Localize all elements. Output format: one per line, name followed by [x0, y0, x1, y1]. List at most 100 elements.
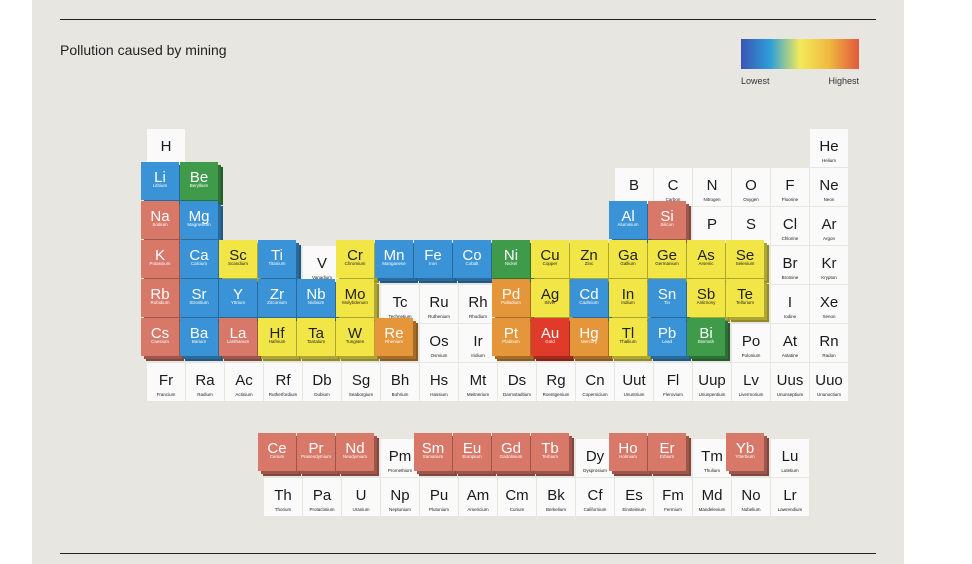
element-name: Oxygen: [743, 197, 759, 202]
element-name: Berkelium: [545, 507, 566, 512]
element-name: Ununseptium: [776, 392, 804, 397]
element-cell-sg: Sg Seaborgium: [342, 363, 380, 401]
element-cell-no: No Nobelium: [732, 478, 770, 516]
element-name: Tin: [663, 300, 671, 305]
element-symbol: Pm: [388, 448, 412, 465]
element-cell-ce: Ce Cerium: [258, 433, 296, 471]
element-cell-ta: Ta Tantalum: [297, 318, 335, 356]
element-name: Curium: [509, 507, 525, 512]
element-name: Ytterbium: [735, 454, 755, 459]
element-cell-sr: Sr Strontium: [180, 279, 218, 317]
element-cell-bh: Bh Bohrium: [381, 363, 419, 401]
element-cell-hs: Hs Hassium: [420, 363, 458, 401]
element-name: Lawrendium: [777, 507, 803, 512]
element-symbol: Ir: [473, 333, 483, 350]
element-cell-uuo: Uuo Ununoctium: [810, 363, 848, 401]
element-name: Lanthanum: [226, 339, 250, 344]
element-symbol: Np: [390, 487, 410, 504]
element-cell-zr: Zr Zirconium: [258, 279, 296, 317]
element-symbol: Fl: [666, 372, 680, 389]
element-name: Erbium: [659, 454, 675, 459]
element-name: Bohrium: [391, 392, 409, 397]
element-cell-am: Am Americium: [459, 478, 497, 516]
top-rule: [60, 19, 876, 20]
element-cell-th: Th Thorium: [264, 478, 302, 516]
element-cell-ra: Ra Radium: [186, 363, 224, 401]
element-cell-xe: Xe Xenon: [810, 285, 848, 323]
element-symbol: Lu: [781, 448, 799, 465]
element-name: Iodine: [783, 314, 797, 319]
element-name: Zirconium: [267, 300, 287, 305]
element-name: Thulium: [703, 468, 720, 473]
element-cell-ca: Ca Calcium: [180, 240, 218, 278]
element-symbol: Pa: [312, 487, 332, 504]
element-name: Titanium: [268, 261, 286, 266]
element-cell-re: Re Rhenium: [375, 318, 413, 356]
element-cell-cu: Cu Copper: [531, 240, 569, 278]
element-cell-v: V Vanadium: [303, 246, 341, 284]
element-name: Tellurium: [735, 300, 754, 305]
element-symbol: S: [745, 216, 756, 233]
element-name: Californium: [583, 507, 607, 512]
element-cell-mn: Mn Manganese: [375, 240, 413, 278]
element-cell-hg: Hg Mercury: [570, 318, 608, 356]
element-name: Uranium: [352, 507, 370, 512]
element-symbol: Rh: [468, 294, 488, 311]
element-symbol: At: [782, 333, 798, 350]
element-name: Rhodium: [468, 314, 487, 319]
element-symbol: Kr: [821, 255, 837, 272]
element-name: Caesium: [151, 339, 169, 344]
legend-low-label: Lowest: [741, 76, 770, 86]
element-symbol: Ho: [618, 440, 638, 457]
element-cell-os: Os Osmium: [420, 324, 458, 362]
element-name: Iron: [429, 261, 437, 266]
element-cell-rh: Rh Rhodium: [459, 285, 497, 323]
element-name: Holmium: [619, 454, 637, 459]
element-cell-f: F Fluorine: [771, 168, 809, 206]
element-symbol: Mo: [344, 286, 366, 303]
element-cell-ho: Ho Holmium: [609, 433, 647, 471]
element-name: Radon: [822, 353, 836, 358]
element-symbol: Se: [735, 247, 755, 264]
element-name: Mandelevium: [698, 507, 726, 512]
element-symbol: Tl: [621, 325, 635, 342]
element-symbol: Ac: [235, 372, 253, 389]
element-name: Hassium: [430, 392, 448, 397]
element-symbol: No: [741, 487, 761, 504]
element-cell-n: N Nitrogen: [693, 168, 731, 206]
element-cell-i: I Iodine: [771, 285, 809, 323]
element-name: Molybdenum: [342, 300, 368, 305]
element-name: Dysprosium: [583, 468, 607, 473]
element-cell-te: Te Tellurium: [726, 279, 764, 317]
element-symbol: Sr: [191, 286, 207, 303]
element-name: Chromium: [344, 261, 366, 266]
element-cell-ni: Ni Nickel: [492, 240, 530, 278]
element-symbol: Bh: [390, 372, 410, 389]
element-symbol: Cm: [505, 487, 529, 504]
element-symbol: I: [787, 294, 793, 311]
element-symbol: Bk: [547, 487, 565, 504]
element-cell-be: Be Beryllium: [180, 162, 218, 200]
element-name: Silicon: [660, 222, 674, 227]
element-cell-cs: Cs Caesium: [141, 318, 179, 356]
element-symbol: Ge: [656, 247, 677, 264]
element-cell-uut: Uut Ununtrium: [615, 363, 653, 401]
element-symbol: Pr: [308, 440, 324, 457]
element-name: Strontium: [189, 300, 209, 305]
element-symbol: Na: [150, 208, 170, 225]
element-name: Barium: [191, 339, 207, 344]
element-name: Livermorium: [738, 392, 764, 397]
element-name: Seaborgium: [348, 392, 374, 397]
element-symbol: Al: [621, 208, 635, 225]
element-symbol: In: [621, 286, 635, 303]
element-symbol: Mg: [188, 208, 210, 225]
element-name: Argon: [822, 236, 835, 241]
element-name: Americium: [467, 507, 489, 512]
element-symbol: Au: [540, 325, 560, 342]
element-symbol: Uuo: [815, 372, 843, 389]
element-cell-ba: Ba Barium: [180, 318, 218, 356]
element-symbol: Nb: [306, 286, 326, 303]
element-name: Zinc: [584, 261, 594, 266]
element-name: Cerium: [269, 454, 285, 459]
